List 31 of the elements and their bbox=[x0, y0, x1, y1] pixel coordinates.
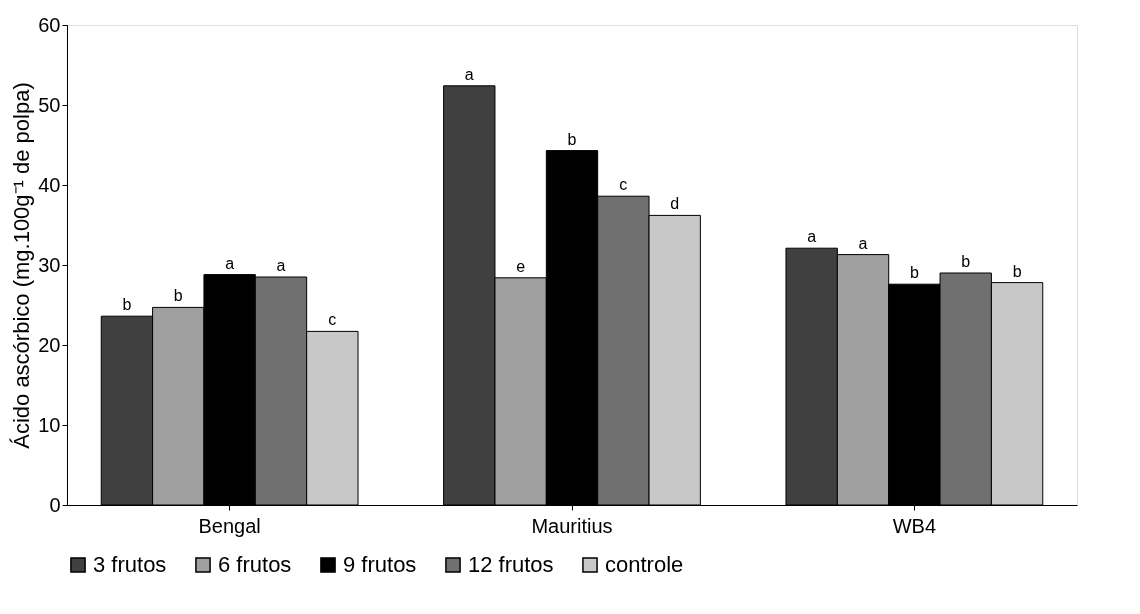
y-tick-label: 0 bbox=[49, 493, 61, 516]
y-tick-label: 10 bbox=[38, 413, 61, 436]
y-tick-label: 20 bbox=[38, 333, 61, 356]
legend-label: 6 frutos bbox=[218, 552, 292, 577]
data-label: a bbox=[858, 234, 868, 252]
data-label: a bbox=[464, 65, 474, 83]
data-label: b bbox=[567, 130, 577, 148]
data-label: a bbox=[807, 228, 817, 246]
x-tick-label: Mauritius bbox=[531, 514, 613, 537]
legend-label: controle bbox=[605, 552, 684, 577]
legend-label: 3 frutos bbox=[93, 552, 167, 577]
y-tick-label: 60 bbox=[38, 13, 61, 36]
x-tick-label: Bengal bbox=[198, 514, 261, 537]
legend-label: 9 frutos bbox=[343, 552, 417, 577]
y-tick-label: 40 bbox=[38, 173, 61, 196]
data-label: d bbox=[670, 195, 680, 213]
data-label: b bbox=[909, 264, 919, 282]
data-label: a bbox=[276, 257, 286, 274]
x-tick-label: WB4 bbox=[892, 514, 937, 537]
data-label: b bbox=[173, 287, 183, 305]
data-label: b bbox=[122, 296, 132, 314]
y-tick-label: 50 bbox=[38, 93, 61, 116]
y-tick-label: 30 bbox=[38, 253, 61, 276]
legend-label: 12 frutos bbox=[468, 552, 554, 577]
y-axis-title: Ácido ascórbico (mg.100g⁻¹ de polpa) bbox=[9, 82, 35, 449]
data-label: a bbox=[225, 254, 235, 272]
data-label: b bbox=[961, 253, 971, 270]
data-label: c bbox=[328, 311, 337, 329]
data-label: e bbox=[516, 257, 526, 275]
data-label: b bbox=[1012, 262, 1022, 280]
data-label: c bbox=[619, 176, 628, 194]
